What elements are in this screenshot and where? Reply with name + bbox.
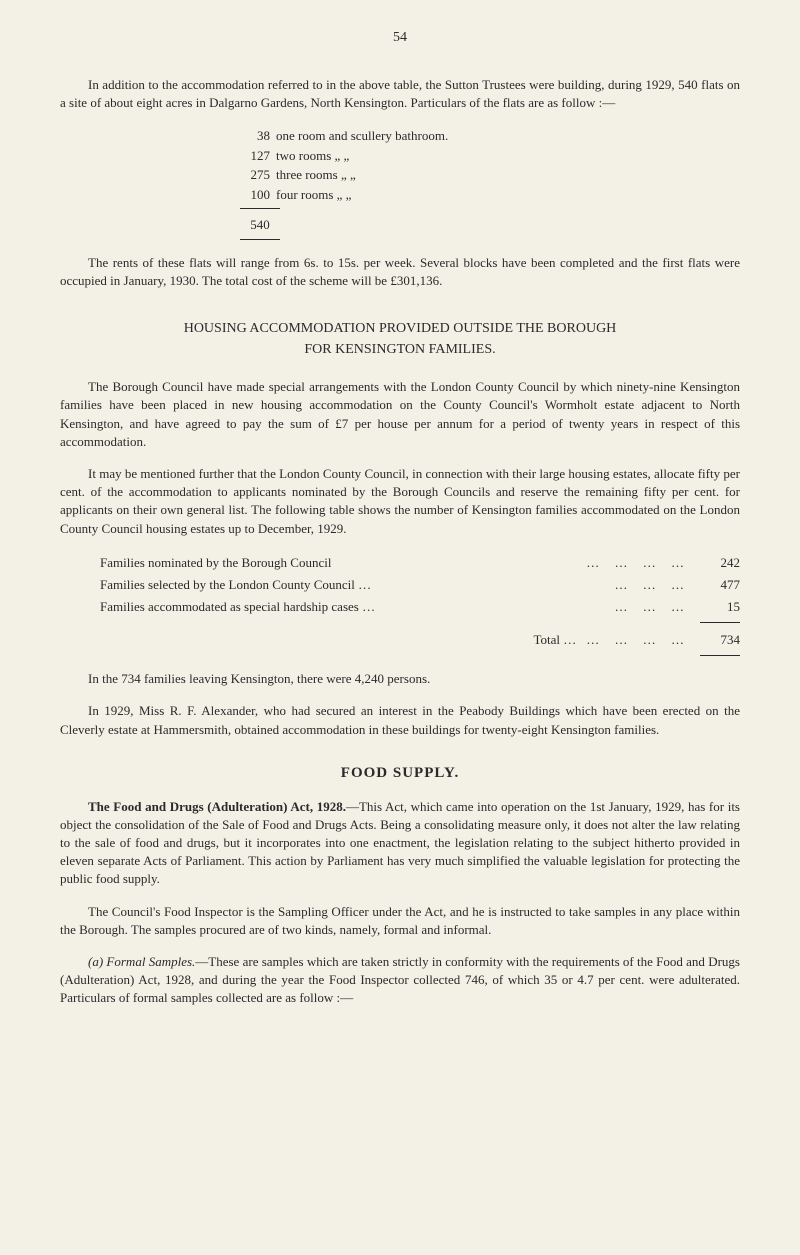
families-label: Families nominated by the Borough Counci… — [100, 552, 576, 574]
families-value: 477 — [700, 574, 740, 596]
families-label: Families selected by the London County C… — [100, 574, 605, 596]
food-drugs-paragraph: The Food and Drugs (Adulteration) Act, 1… — [60, 798, 740, 889]
room-count: 127 — [240, 146, 270, 166]
room-label: four rooms „ „ — [276, 185, 740, 205]
heading-line2: FOR KENSINGTON FAMILIES. — [60, 339, 740, 360]
room-list: 38 one room and scullery bathroom. 127 t… — [240, 126, 740, 240]
room-count: 38 — [240, 126, 270, 146]
dots: … … … — [615, 574, 691, 596]
families-row: Families accommodated as special hardshi… — [100, 596, 740, 618]
families-row: Families nominated by the Borough Counci… — [100, 552, 740, 574]
heading-line1: HOUSING ACCOMMODATION PROVIDED OUTSIDE T… — [60, 318, 740, 339]
room-row: 100 four rooms „ „ — [240, 185, 740, 205]
rents-paragraph: The rents of these flats will range from… — [60, 254, 740, 290]
room-label: three rooms „ „ — [276, 165, 740, 185]
room-total: 540 — [240, 215, 280, 235]
room-row: 275 three rooms „ „ — [240, 165, 740, 185]
alexander-para: In 1929, Miss R. F. Alexander, who had s… — [60, 702, 740, 738]
room-label: one room and scullery bathroom. — [276, 126, 740, 146]
families-label: Families accommodated as special hardshi… — [100, 596, 605, 618]
families-leaving: In the 734 families leaving Kensington, … — [60, 670, 740, 688]
rule — [700, 655, 740, 656]
formal-samples-lead: (a) Formal Samples. — [88, 954, 195, 969]
food-supply-heading: FOOD SUPPLY. — [60, 765, 740, 782]
room-row: 38 one room and scullery bathroom. — [240, 126, 740, 146]
inspector-paragraph: The Council's Food Inspector is the Samp… — [60, 903, 740, 939]
families-list: Families nominated by the Borough Counci… — [100, 552, 740, 656]
families-total-label: Total … — [533, 629, 576, 651]
page: 54 In addition to the accommodation refe… — [0, 0, 800, 1062]
rule — [700, 622, 740, 623]
borough-para2: It may be mentioned further that the Lon… — [60, 465, 740, 538]
dots: … … … … — [586, 629, 690, 651]
rule — [240, 208, 280, 209]
intro-paragraph: In addition to the accommodation referre… — [60, 76, 740, 112]
families-row: Families selected by the London County C… — [100, 574, 740, 596]
families-value: 242 — [700, 552, 740, 574]
families-value: 15 — [700, 596, 740, 618]
dots: … … … … — [586, 552, 690, 574]
page-number: 54 — [60, 30, 740, 46]
families-total: 734 — [700, 629, 740, 651]
room-count: 275 — [240, 165, 270, 185]
food-drugs-lead: The Food and Drugs (Adulteration) Act, 1… — [88, 799, 346, 814]
borough-para1: The Borough Council have made special ar… — [60, 378, 740, 451]
rule — [240, 239, 280, 240]
dots: … … … — [615, 596, 691, 618]
room-label: two rooms „ „ — [276, 146, 740, 166]
room-count: 100 — [240, 185, 270, 205]
section-heading: HOUSING ACCOMMODATION PROVIDED OUTSIDE T… — [60, 318, 740, 360]
room-row: 127 two rooms „ „ — [240, 146, 740, 166]
spacer — [100, 629, 533, 651]
formal-samples-paragraph: (a) Formal Samples.—These are samples wh… — [60, 953, 740, 1008]
families-total-row: Total … … … … … 734 — [100, 629, 740, 651]
